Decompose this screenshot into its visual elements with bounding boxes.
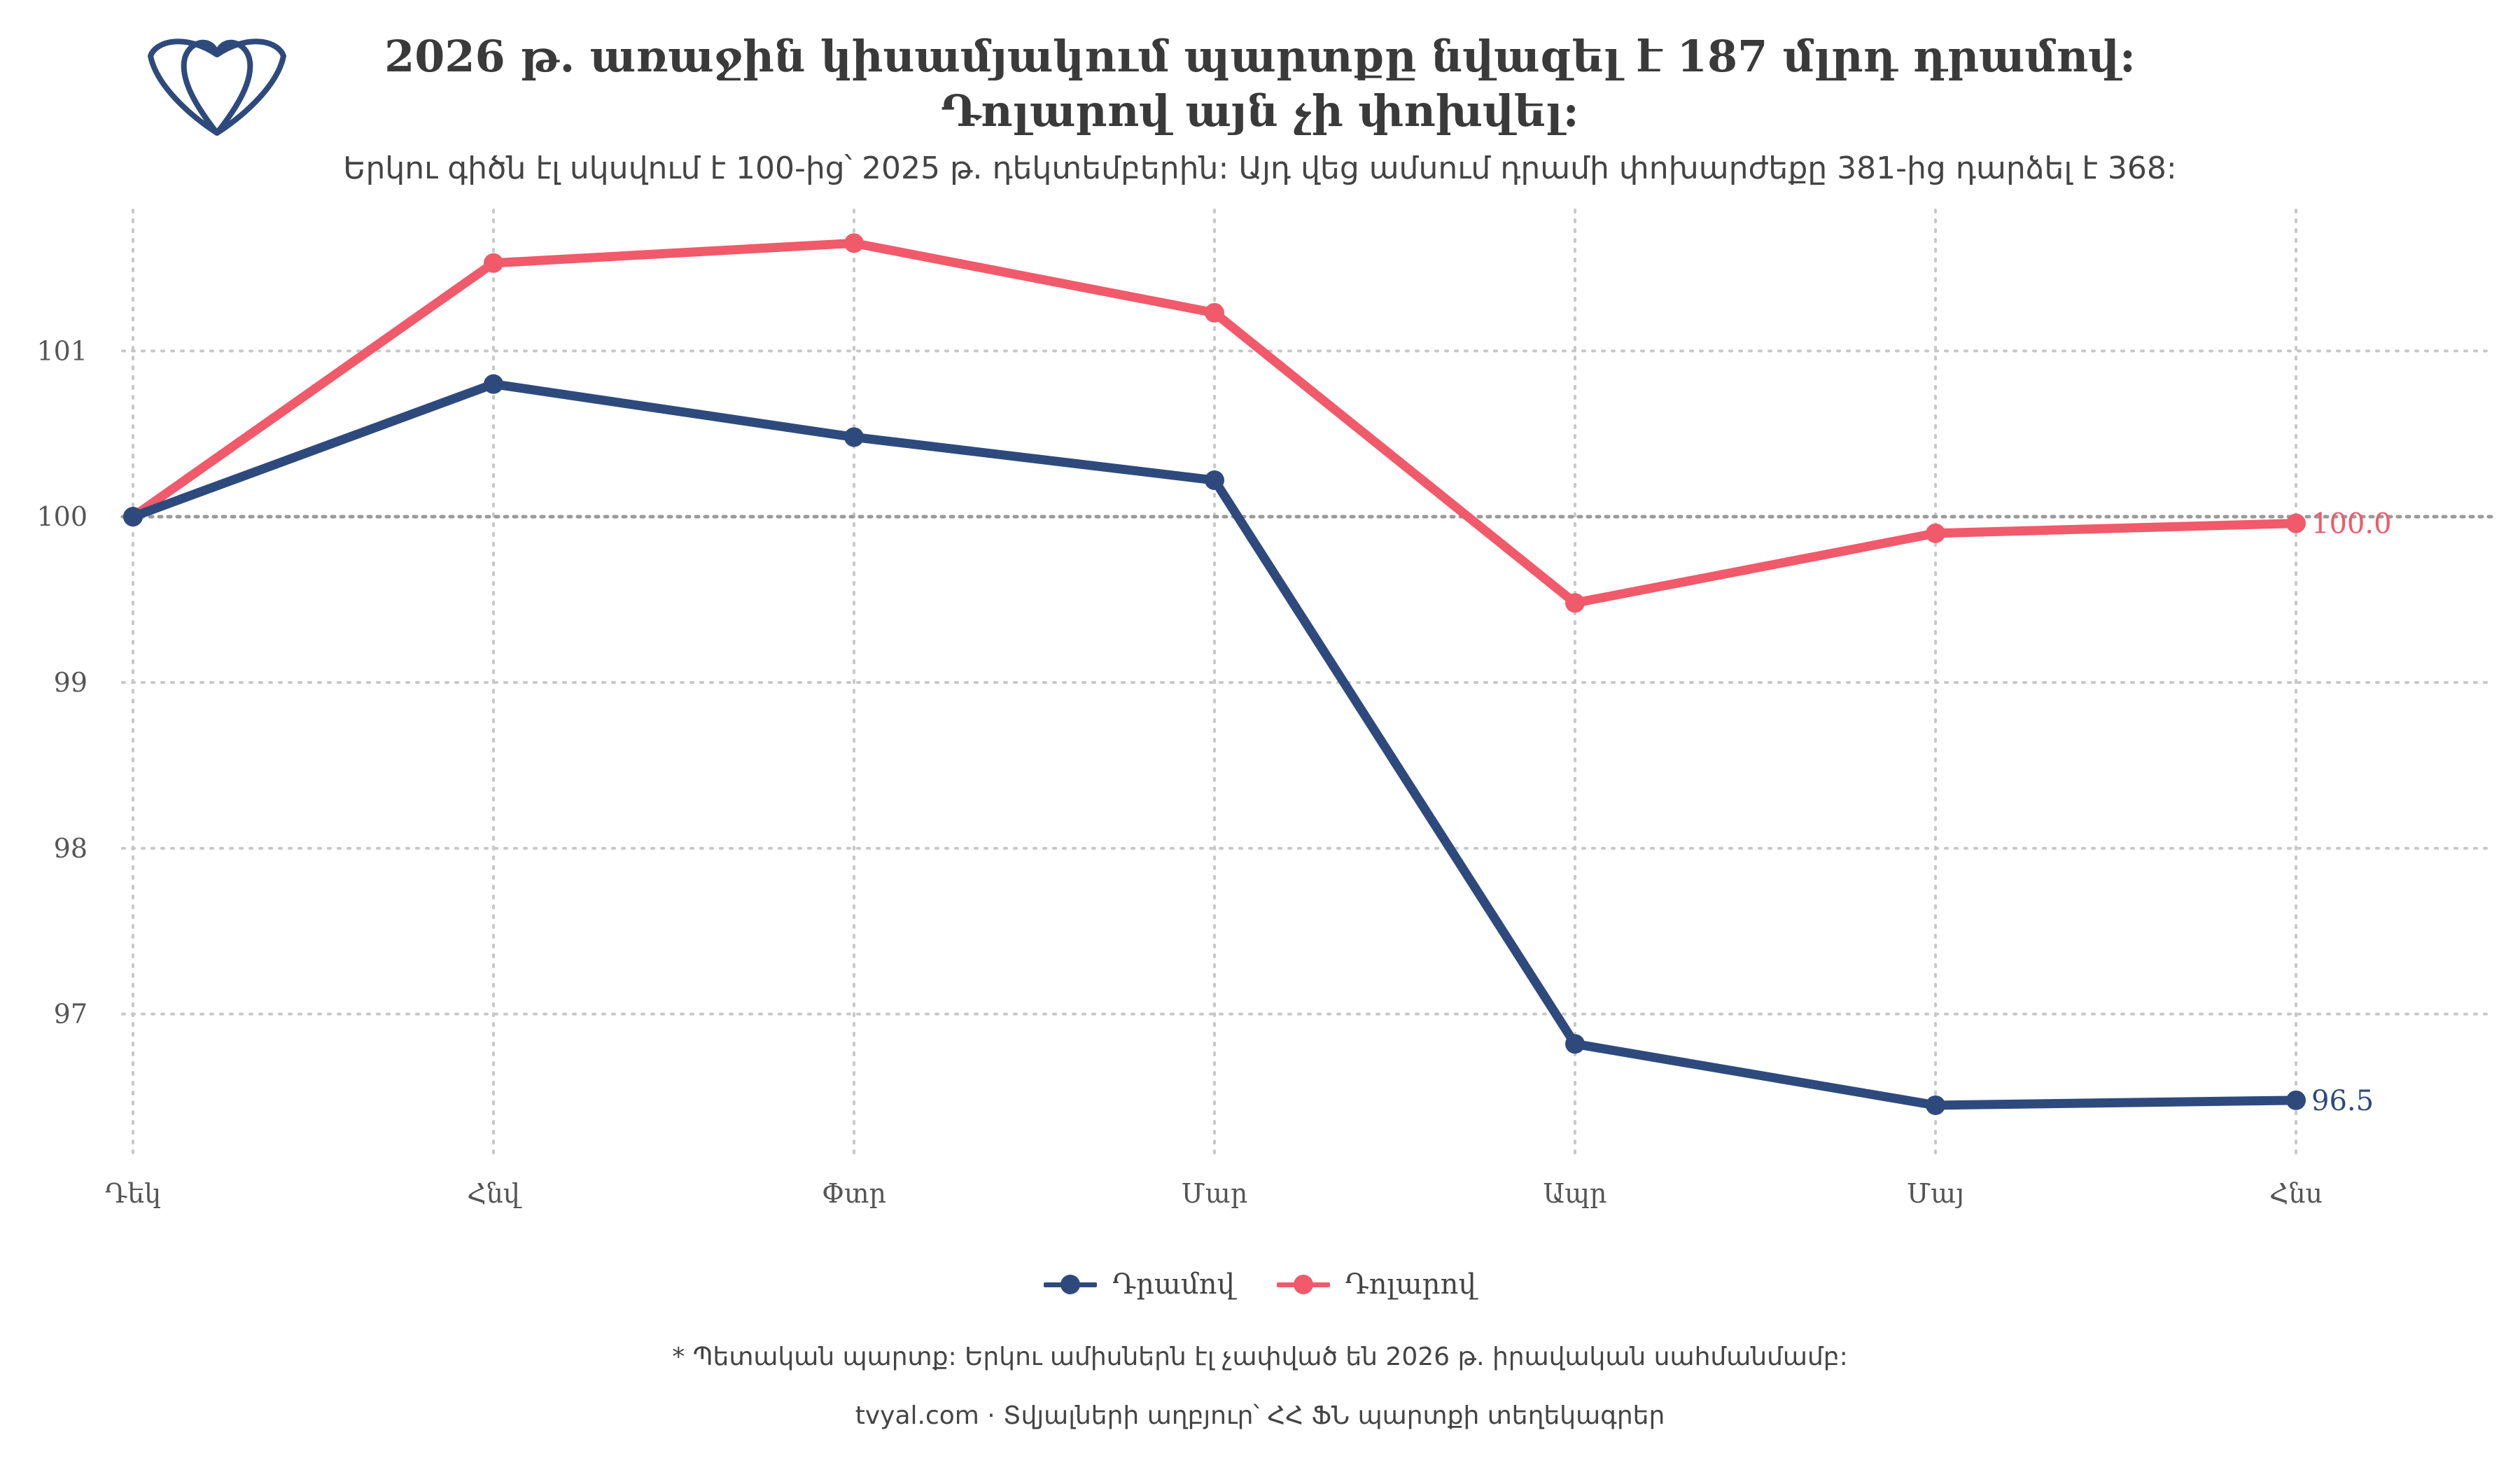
data-point xyxy=(1205,302,1224,323)
source-caption: tvyal.com · Տվյալների աղբյուր՝ ՀՀ ՖՆ պար… xyxy=(855,1401,1665,1430)
x-tick-label: Մար xyxy=(1182,1178,1248,1209)
data-point xyxy=(1926,1095,1945,1115)
y-axis-tick-labels: 97 98 99 100 101 xyxy=(36,335,88,1029)
end-labels: 100.0 96.5 xyxy=(2311,508,2392,1117)
data-point xyxy=(2286,513,2306,533)
data-point xyxy=(844,427,864,447)
series-dram xyxy=(123,374,2306,1115)
y-tick-label: 101 xyxy=(36,335,88,366)
tvyal-logo-icon xyxy=(148,38,286,136)
y-tick-label: 98 xyxy=(54,833,88,864)
legend: Դրամով Դոլարով xyxy=(0,1268,2520,1301)
legend-label-dollar: Դոլարով xyxy=(1345,1268,1476,1301)
legend-label-dram: Դրամով xyxy=(1112,1268,1235,1301)
end-label: 96.5 xyxy=(2311,1085,2374,1117)
data-point xyxy=(1926,523,1945,543)
legend-key-dram xyxy=(1044,1270,1098,1298)
horizontal-gridlines xyxy=(121,349,2493,1016)
legend-key-dollar xyxy=(1276,1270,1330,1298)
chart-title-line-1: 2026 թ. առաջին կիսամյակում պարտքը նվազել… xyxy=(384,31,2136,82)
legend-item-dollar: Դոլարով xyxy=(1276,1268,1476,1301)
chart-subtitle: Երկու գիծն էլ սկսվում է 100-ից՝ 2025 թ. … xyxy=(343,150,2177,186)
footnote: * Պետական պարտք: Երկու ամիսներն էլ չափվա… xyxy=(672,1343,1848,1371)
legend-item-dram: Դրամով xyxy=(1044,1268,1235,1301)
data-point xyxy=(484,253,503,273)
chart-title-line-2: Դոլարով այն չի փոխվել: xyxy=(941,85,1579,136)
data-point xyxy=(844,233,864,253)
x-tick-label: Հնս xyxy=(2269,1178,2323,1209)
x-axis-tick-labels: Դեկ Հնվ Փտր Մար Ապր Մայ Հնս xyxy=(105,1178,2323,1209)
x-tick-label: Ապր xyxy=(1544,1178,1607,1209)
y-tick-label: 100 xyxy=(36,501,88,532)
y-tick-label: 97 xyxy=(54,999,88,1030)
x-tick-label: Մայ xyxy=(1907,1178,1964,1209)
end-label: 100.0 xyxy=(2311,508,2392,540)
y-tick-label: 99 xyxy=(54,667,88,698)
x-tick-label: Փտր xyxy=(822,1178,886,1209)
chart-title: 2026 թ. առաջին կիսամյակում պարտքը նվազել… xyxy=(0,29,2520,139)
data-point xyxy=(123,507,143,527)
data-point xyxy=(2286,1090,2306,1110)
series-layer xyxy=(123,233,2306,1115)
x-tick-label: Դեկ xyxy=(105,1178,161,1209)
data-point xyxy=(484,374,503,394)
x-tick-label: Հնվ xyxy=(467,1178,522,1209)
data-point xyxy=(1565,593,1585,613)
data-point xyxy=(1205,470,1224,491)
data-point xyxy=(1565,1034,1585,1054)
